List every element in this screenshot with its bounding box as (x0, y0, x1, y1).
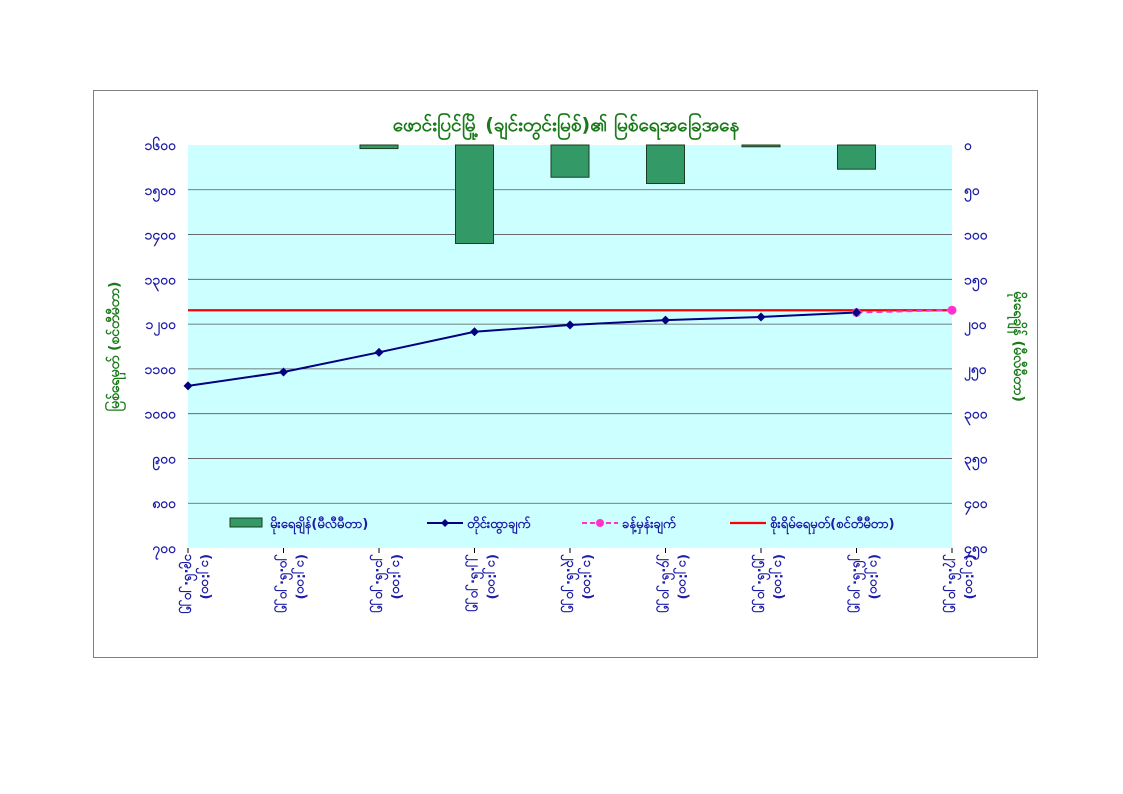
left-tick-label: ၁၄၀၀ (145, 228, 178, 247)
rainfall-bar (646, 144, 685, 185)
x-tick-label: ၁၉.၆.၂၀၂၅ (178, 554, 198, 614)
gauge-point (565, 320, 575, 330)
gauge-line (187, 311, 857, 387)
legend-item: တိုင်းထွာချက် (427, 515, 530, 535)
right-tick-label: ၁၅၀ (964, 272, 989, 291)
right-tick-label: ၂၀၀ (964, 317, 988, 336)
series-lines (187, 309, 953, 387)
left-tick-label: ၁၃၀၀ (145, 272, 178, 291)
x-tick-label: (၁၂:၀၀) (577, 554, 595, 599)
legend-swatch-bar (229, 517, 263, 528)
rainfall-bar (741, 144, 781, 148)
rainfall-bar (455, 144, 494, 245)
left-tick-label: ၁၅၀၀ (145, 183, 178, 202)
right-tick-label: ၁၀၀ (964, 228, 989, 244)
gauge-point (279, 367, 288, 377)
x-tick-label: ၂၇.၆.၂၀၂၅ (942, 554, 962, 613)
series-points (183, 305, 957, 391)
x-tick-label: ၂၆.၆.၂၀၂၅ (847, 554, 867, 613)
left-tick-label: ၉၀၀ (152, 451, 177, 470)
right-tick-label: ၃၅၀ (964, 451, 989, 470)
left-tick-label: ၁၂၀၀ (145, 317, 177, 336)
left-tick-label: ၁၆၀၀ (145, 137, 178, 154)
right-tick-label: ၅၀ (964, 183, 981, 202)
x-axis-ticks: ၁၉.၆.၂၀၂၅ (၁၂:၀၀) ၂၀.၆.၂၀၂၅ (၁၂:၀၀) ၂၁.၆.၂၀၂… (178, 548, 977, 614)
rainfall-bar (837, 144, 876, 170)
right-tick-label: ၂၅၀ (964, 362, 988, 381)
left-tick-label: ၈၀၀ (152, 496, 177, 512)
chart-title: ဖောင်းပြင်မြို့ (ချင်းတွင်းမြစ်)၏ မြစ်ရေ… (393, 111, 740, 141)
x-tick-label: (၁၂:၀၀) (386, 554, 404, 599)
legend-label: ခန့်မှန်းချက် (622, 515, 676, 535)
x-tick-label: (၁၂:၀၀) (673, 554, 691, 599)
legend-item: ခန့်မှန်းချက် (582, 515, 676, 535)
y-axis-right-label: မိုးရေချိန် (မီလီမီတာ) (1007, 291, 1027, 402)
right-tick-label: ၄၅၀ (964, 541, 989, 560)
gauge-point (852, 307, 861, 317)
legend-swatch-marker (441, 519, 449, 527)
legend: မိုးရေချိန်(မီလီမီတာ) တိုင်းထွာချက် ခန့်မှ… (229, 515, 895, 535)
rainfall-bar (550, 144, 590, 178)
plot-background (188, 145, 952, 548)
gauge-point (470, 327, 479, 337)
rainfall-bars (359, 144, 876, 245)
gauge-point (374, 347, 384, 357)
legend-label: မိုးရေချိန်(မီလီမီတာ) (270, 515, 368, 535)
left-tick-label: ၁၁၀၀ (145, 362, 178, 378)
gauge-point (756, 312, 766, 322)
right-tick-label: ၀ (964, 138, 973, 154)
x-tick-label: ၂၂.၆.၂၀၂၅ (465, 554, 485, 612)
left-axis-ticks: ၇၀၀ ၈၀၀ ၉၀၀ ၁၀၀၀ ၁၁၀၀ ၁၂၀၀ ၁၃၀၀ ၁၄၀၀ ၁၅၀၀ ၁၆၀၀ (145, 137, 178, 560)
x-tick-label: (၁၂:၀၀) (959, 554, 977, 599)
x-tick-label: ၂၁.၆.၂၀၂၅ (369, 554, 389, 613)
x-tick-label: ၂၃.၆.၂၀၂၅ (560, 554, 580, 613)
x-tick-label: (၁၂:၀၀) (768, 554, 786, 599)
left-tick-label: ၇၀၀ (152, 541, 177, 560)
legend-swatch-marker (596, 519, 604, 527)
gauge-point (183, 381, 193, 391)
x-tick-label: (၁၂:၀၀) (195, 554, 213, 599)
gauge-point (661, 315, 670, 325)
forecast-point (947, 305, 957, 315)
x-tick-label: (၁၂:၀၀) (482, 554, 500, 599)
right-tick-label: ၄၀၀ (964, 496, 989, 515)
x-tick-label: ၂၅.၆.၂၀၂၅ (751, 554, 771, 613)
chart-svg: ဖောင်းပြင်မြို့ (ချင်းတွင်းမြစ်)၏ မြစ်ရေ… (105, 111, 1027, 614)
x-tick-label: (၁၂:၀၀) (864, 554, 882, 599)
x-tick-label: (၁၂:၀၀) (291, 554, 309, 599)
legend-label: တိုင်းထွာချက် (467, 515, 530, 535)
right-tick-label: ၃၀၀ (964, 407, 989, 426)
chart-area: ဖောင်းပြင်မြို့ (ချင်းတွင်းမြစ်)၏ မြစ်ရေ… (93, 90, 1038, 658)
x-tick-label: ၂၀.၆.၂၀၂၅ (274, 554, 294, 613)
x-tick-label: ၂၄.၆.၂၀၂၅ (656, 554, 676, 613)
forecast-line (856, 309, 953, 314)
left-tick-label: ၁၀၀၀ (145, 407, 178, 423)
y-axis-left-label: မြစ်ရေမှတ် (စင်တီမီတာ) (105, 282, 126, 412)
legend-item: စိုးရိမ်ရေမှတ်(စင်တီမီတာ) (730, 515, 895, 535)
legend-item: မိုးရေချိန်(မီလီမီတာ) (229, 515, 368, 535)
rainfall-bar (359, 144, 399, 150)
legend-label: စိုးရိမ်ရေမှတ်(စင်တီမီတာ) (770, 515, 895, 535)
